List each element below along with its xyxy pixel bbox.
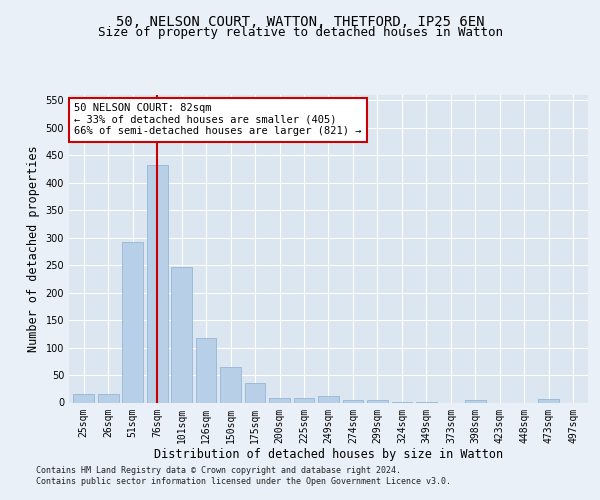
X-axis label: Distribution of detached houses by size in Watton: Distribution of detached houses by size … <box>154 448 503 461</box>
Bar <box>220 367 241 402</box>
Bar <box>318 396 339 402</box>
Bar <box>122 242 143 402</box>
Bar <box>147 164 167 402</box>
Text: Size of property relative to detached houses in Watton: Size of property relative to detached ho… <box>97 26 503 39</box>
Bar <box>196 338 217 402</box>
Bar <box>98 394 119 402</box>
Bar <box>293 398 314 402</box>
Bar <box>269 398 290 402</box>
Text: 50 NELSON COURT: 82sqm
← 33% of detached houses are smaller (405)
66% of semi-de: 50 NELSON COURT: 82sqm ← 33% of detached… <box>74 103 361 136</box>
Text: Contains HM Land Registry data © Crown copyright and database right 2024.: Contains HM Land Registry data © Crown c… <box>36 466 401 475</box>
Bar <box>538 399 559 402</box>
Bar <box>367 400 388 402</box>
Bar <box>343 400 364 402</box>
Y-axis label: Number of detached properties: Number of detached properties <box>27 146 40 352</box>
Bar <box>171 267 192 402</box>
Bar <box>245 382 265 402</box>
Bar <box>73 394 94 402</box>
Text: 50, NELSON COURT, WATTON, THETFORD, IP25 6EN: 50, NELSON COURT, WATTON, THETFORD, IP25… <box>116 15 484 29</box>
Bar <box>465 400 486 402</box>
Text: Contains public sector information licensed under the Open Government Licence v3: Contains public sector information licen… <box>36 477 451 486</box>
